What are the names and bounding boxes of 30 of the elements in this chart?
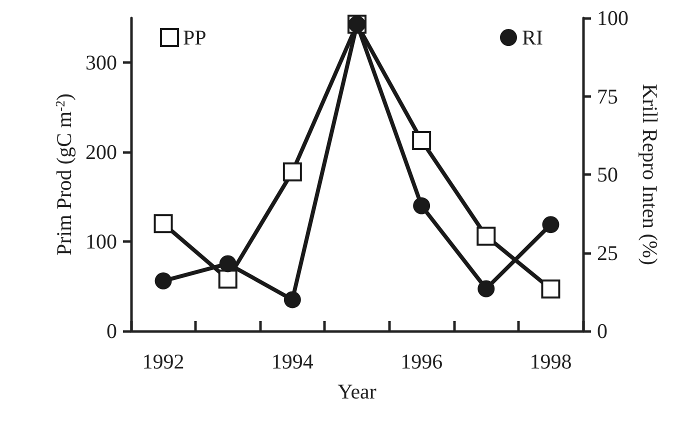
point [413,197,430,214]
point [412,131,432,150]
legend-label: PP [183,26,206,50]
y2-axis-title: Krill Repro Inten (%) [638,84,662,266]
y-tick-label: 0 [106,319,117,343]
y2-tick-label: 0 [597,319,608,343]
x-tick-label: 1994 [271,350,314,374]
x-tick-label: 1992 [142,350,184,374]
legend-label: RI [522,26,544,50]
point [541,279,560,298]
y-axis-title: Prim Prod (gC m-2) [52,94,76,256]
point [154,272,172,290]
x-tick-label: 1996 [400,350,443,374]
y2-tick-label: 25 [597,240,618,265]
point [154,214,173,234]
y2-tick-label: 50 [597,162,618,186]
x-axis-title: Year [338,380,376,404]
y-tick-label: 100 [86,230,117,254]
point [542,216,560,234]
x-tick-label: 1998 [530,350,572,374]
point [284,291,301,308]
point [478,280,495,298]
y2-tick-label: 100 [597,6,628,30]
point [218,270,238,289]
y2-tick-label: 75 [597,84,618,108]
y-tick-label: 200 [86,140,117,164]
point [476,226,496,246]
y-tick-label: 300 [86,50,117,75]
point [219,255,236,272]
point [282,162,302,182]
